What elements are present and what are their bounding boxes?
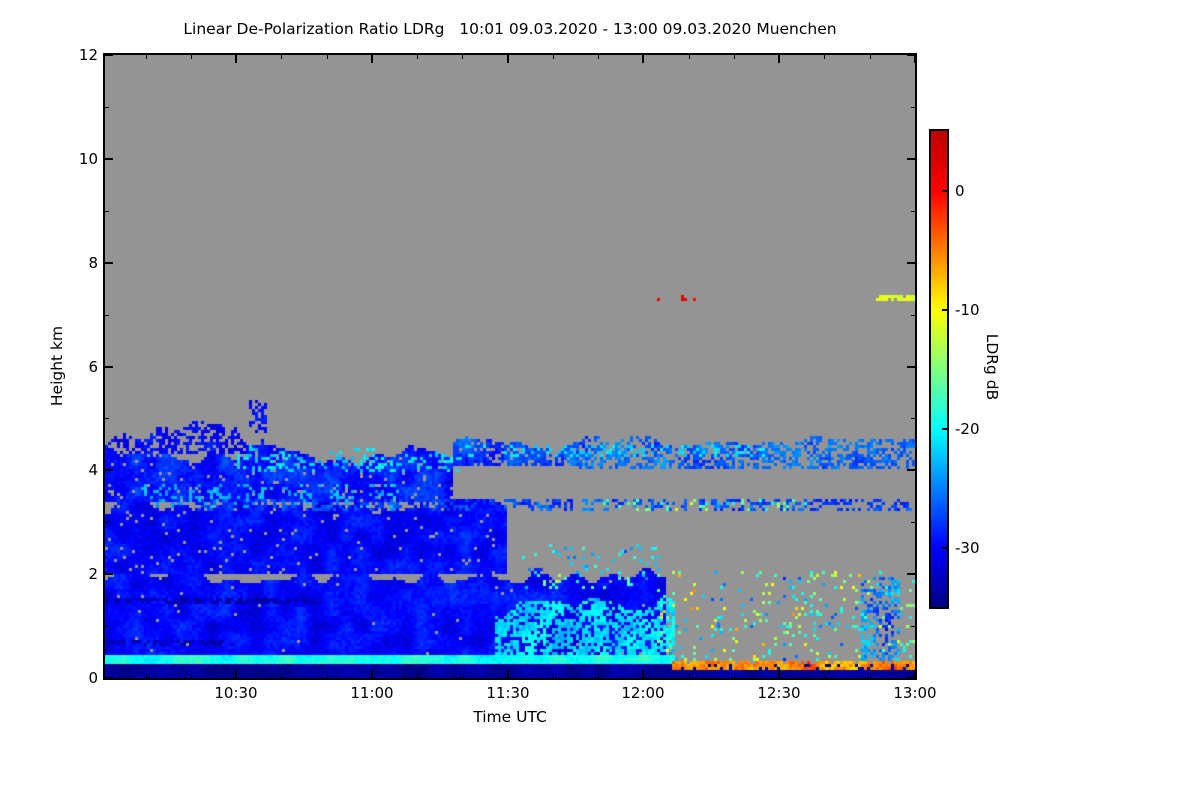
y-major-tick-right [907, 54, 915, 56]
x-minor-tick-bottom [734, 674, 735, 678]
x-minor-tick-top [462, 55, 463, 59]
x-minor-tick-top [689, 55, 690, 59]
colorbar-tick-label: -10 [955, 301, 980, 319]
colorbar [929, 129, 949, 609]
y-major-tick-right [907, 573, 915, 575]
x-minor-tick-bottom [870, 674, 871, 678]
x-major-tick-bottom [914, 670, 916, 678]
colorbar-tick [942, 190, 947, 192]
y-major-tick-left [105, 573, 113, 575]
x-tick-label: 11:00 [350, 684, 394, 702]
x-minor-tick-bottom [824, 674, 825, 678]
y-tick-label: 12 [78, 46, 98, 64]
y-tick-labels: 0 2 4 6 8 10 12 [56, 46, 98, 687]
y-minor-tick-right [911, 522, 915, 523]
x-minor-tick-bottom [327, 674, 328, 678]
x-minor-tick-top [327, 55, 328, 59]
y-major-tick-right [907, 158, 915, 160]
y-major-tick-left [105, 262, 113, 264]
x-minor-tick-top [598, 55, 599, 59]
colorbar-tick [942, 428, 947, 430]
x-minor-tick-top [191, 55, 192, 59]
y-minor-tick-right [911, 315, 915, 316]
x-tick-label: 12:00 [621, 684, 665, 702]
x-minor-tick-bottom [146, 674, 147, 678]
y-tick-label: 8 [88, 254, 98, 272]
x-major-tick-bottom [507, 670, 509, 678]
colorbar-tick [942, 309, 947, 311]
y-minor-tick-right [911, 418, 915, 419]
x-tick-label: 13:00 [893, 684, 937, 702]
x-major-tick-top [642, 55, 644, 63]
heatmap-canvas [105, 55, 915, 678]
y-major-tick-right [907, 262, 915, 264]
y-minor-tick-left [105, 107, 109, 108]
x-tick-label: 10:30 [214, 684, 258, 702]
y-major-tick-left [105, 366, 113, 368]
axis-ticks [105, 54, 916, 679]
y-tick-label: 0 [88, 669, 98, 687]
colorbar-title: LDRg dB [983, 333, 1001, 401]
x-tick-labels: 10:30 11:00 11:30 12:00 12:30 13:00 [105, 684, 936, 704]
x-minor-tick-top [281, 55, 282, 59]
x-minor-tick-bottom [462, 674, 463, 678]
y-minor-tick-left [105, 522, 109, 523]
y-minor-tick-right [911, 107, 915, 108]
x-minor-tick-bottom [689, 674, 690, 678]
y-major-tick-left [105, 54, 113, 56]
x-tick-label: 11:30 [486, 684, 530, 702]
x-major-tick-bottom [371, 670, 373, 678]
y-minor-tick-right [911, 626, 915, 627]
x-major-tick-top [371, 55, 373, 63]
x-minor-tick-top [146, 55, 147, 59]
y-major-tick-left [105, 677, 113, 679]
y-major-tick-left [105, 158, 113, 160]
x-major-tick-top [778, 55, 780, 63]
x-minor-tick-bottom [281, 674, 282, 678]
y-minor-tick-left [105, 315, 109, 316]
y-tick-label: 2 [88, 565, 98, 583]
x-minor-tick-top [417, 55, 418, 59]
x-minor-tick-top [870, 55, 871, 59]
x-major-tick-bottom [235, 670, 237, 678]
x-major-tick-top [914, 55, 916, 63]
y-tick-label: 10 [78, 150, 98, 168]
x-minor-tick-top [553, 55, 554, 59]
y-tick-label: 4 [88, 461, 98, 479]
x-minor-tick-bottom [598, 674, 599, 678]
x-minor-tick-bottom [191, 674, 192, 678]
colorbar-tick-label: -30 [955, 539, 980, 557]
x-axis-title: Time UTC [473, 708, 547, 726]
x-tick-label: 12:30 [757, 684, 801, 702]
y-minor-tick-left [105, 211, 109, 212]
y-major-tick-right [907, 677, 915, 679]
plot-area [103, 53, 917, 680]
y-minor-tick-left [105, 626, 109, 627]
x-minor-tick-top [824, 55, 825, 59]
x-major-tick-bottom [642, 670, 644, 678]
y-major-tick-left [105, 469, 113, 471]
colorbar-tick-label: -20 [955, 420, 980, 438]
y-tick-label: 6 [88, 358, 98, 376]
x-major-tick-bottom [778, 670, 780, 678]
colorbar-tick [942, 547, 947, 549]
y-major-tick-right [907, 366, 915, 368]
y-minor-tick-right [911, 211, 915, 212]
x-major-tick-top [235, 55, 237, 63]
y-minor-tick-left [105, 418, 109, 419]
x-minor-tick-bottom [553, 674, 554, 678]
colorbar-tick-label: 0 [955, 182, 965, 200]
x-major-tick-top [507, 55, 509, 63]
chart-title: Linear De-Polarization Ratio LDRg 10:01 … [183, 20, 837, 38]
x-minor-tick-top [734, 55, 735, 59]
colorbar-tick-labels: 0 -10 -20 -30 [955, 131, 1001, 607]
colorbar-canvas [931, 131, 947, 607]
y-major-tick-right [907, 469, 915, 471]
x-minor-tick-bottom [417, 674, 418, 678]
colorbar-ticks [931, 131, 947, 607]
